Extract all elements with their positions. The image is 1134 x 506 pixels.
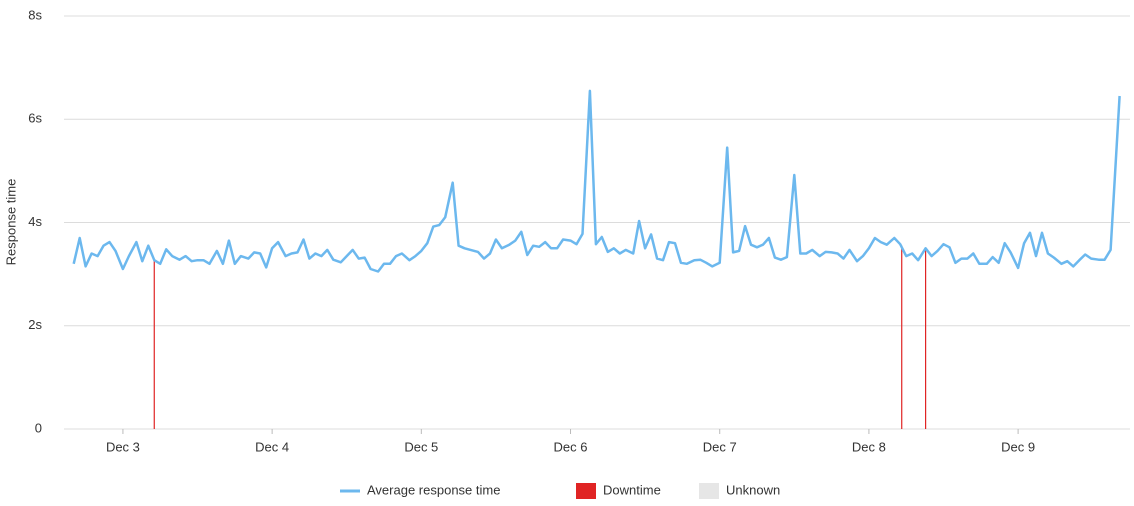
legend-swatch	[699, 483, 719, 499]
y-tick-label: 0	[35, 420, 42, 435]
legend-label: Downtime	[603, 482, 661, 497]
response-line	[72, 89, 1121, 273]
x-tick-label: Dec 3	[106, 439, 140, 454]
legend-label: Average response time	[367, 482, 500, 497]
y-tick-label: 2s	[28, 317, 42, 332]
x-tick-label: Dec 5	[404, 439, 438, 454]
y-tick-label: 4s	[28, 214, 42, 229]
x-tick-label: Dec 6	[554, 439, 588, 454]
x-tick-label: Dec 8	[852, 439, 886, 454]
x-tick-label: Dec 4	[255, 439, 289, 454]
y-axis-title: Response time	[3, 179, 18, 266]
x-tick-label: Dec 7	[703, 439, 737, 454]
y-tick-label: 6s	[28, 111, 42, 126]
x-tick-label: Dec 9	[1001, 439, 1035, 454]
legend-label: Unknown	[726, 482, 780, 497]
legend-swatch	[576, 483, 596, 499]
y-tick-label: 8s	[28, 7, 42, 22]
